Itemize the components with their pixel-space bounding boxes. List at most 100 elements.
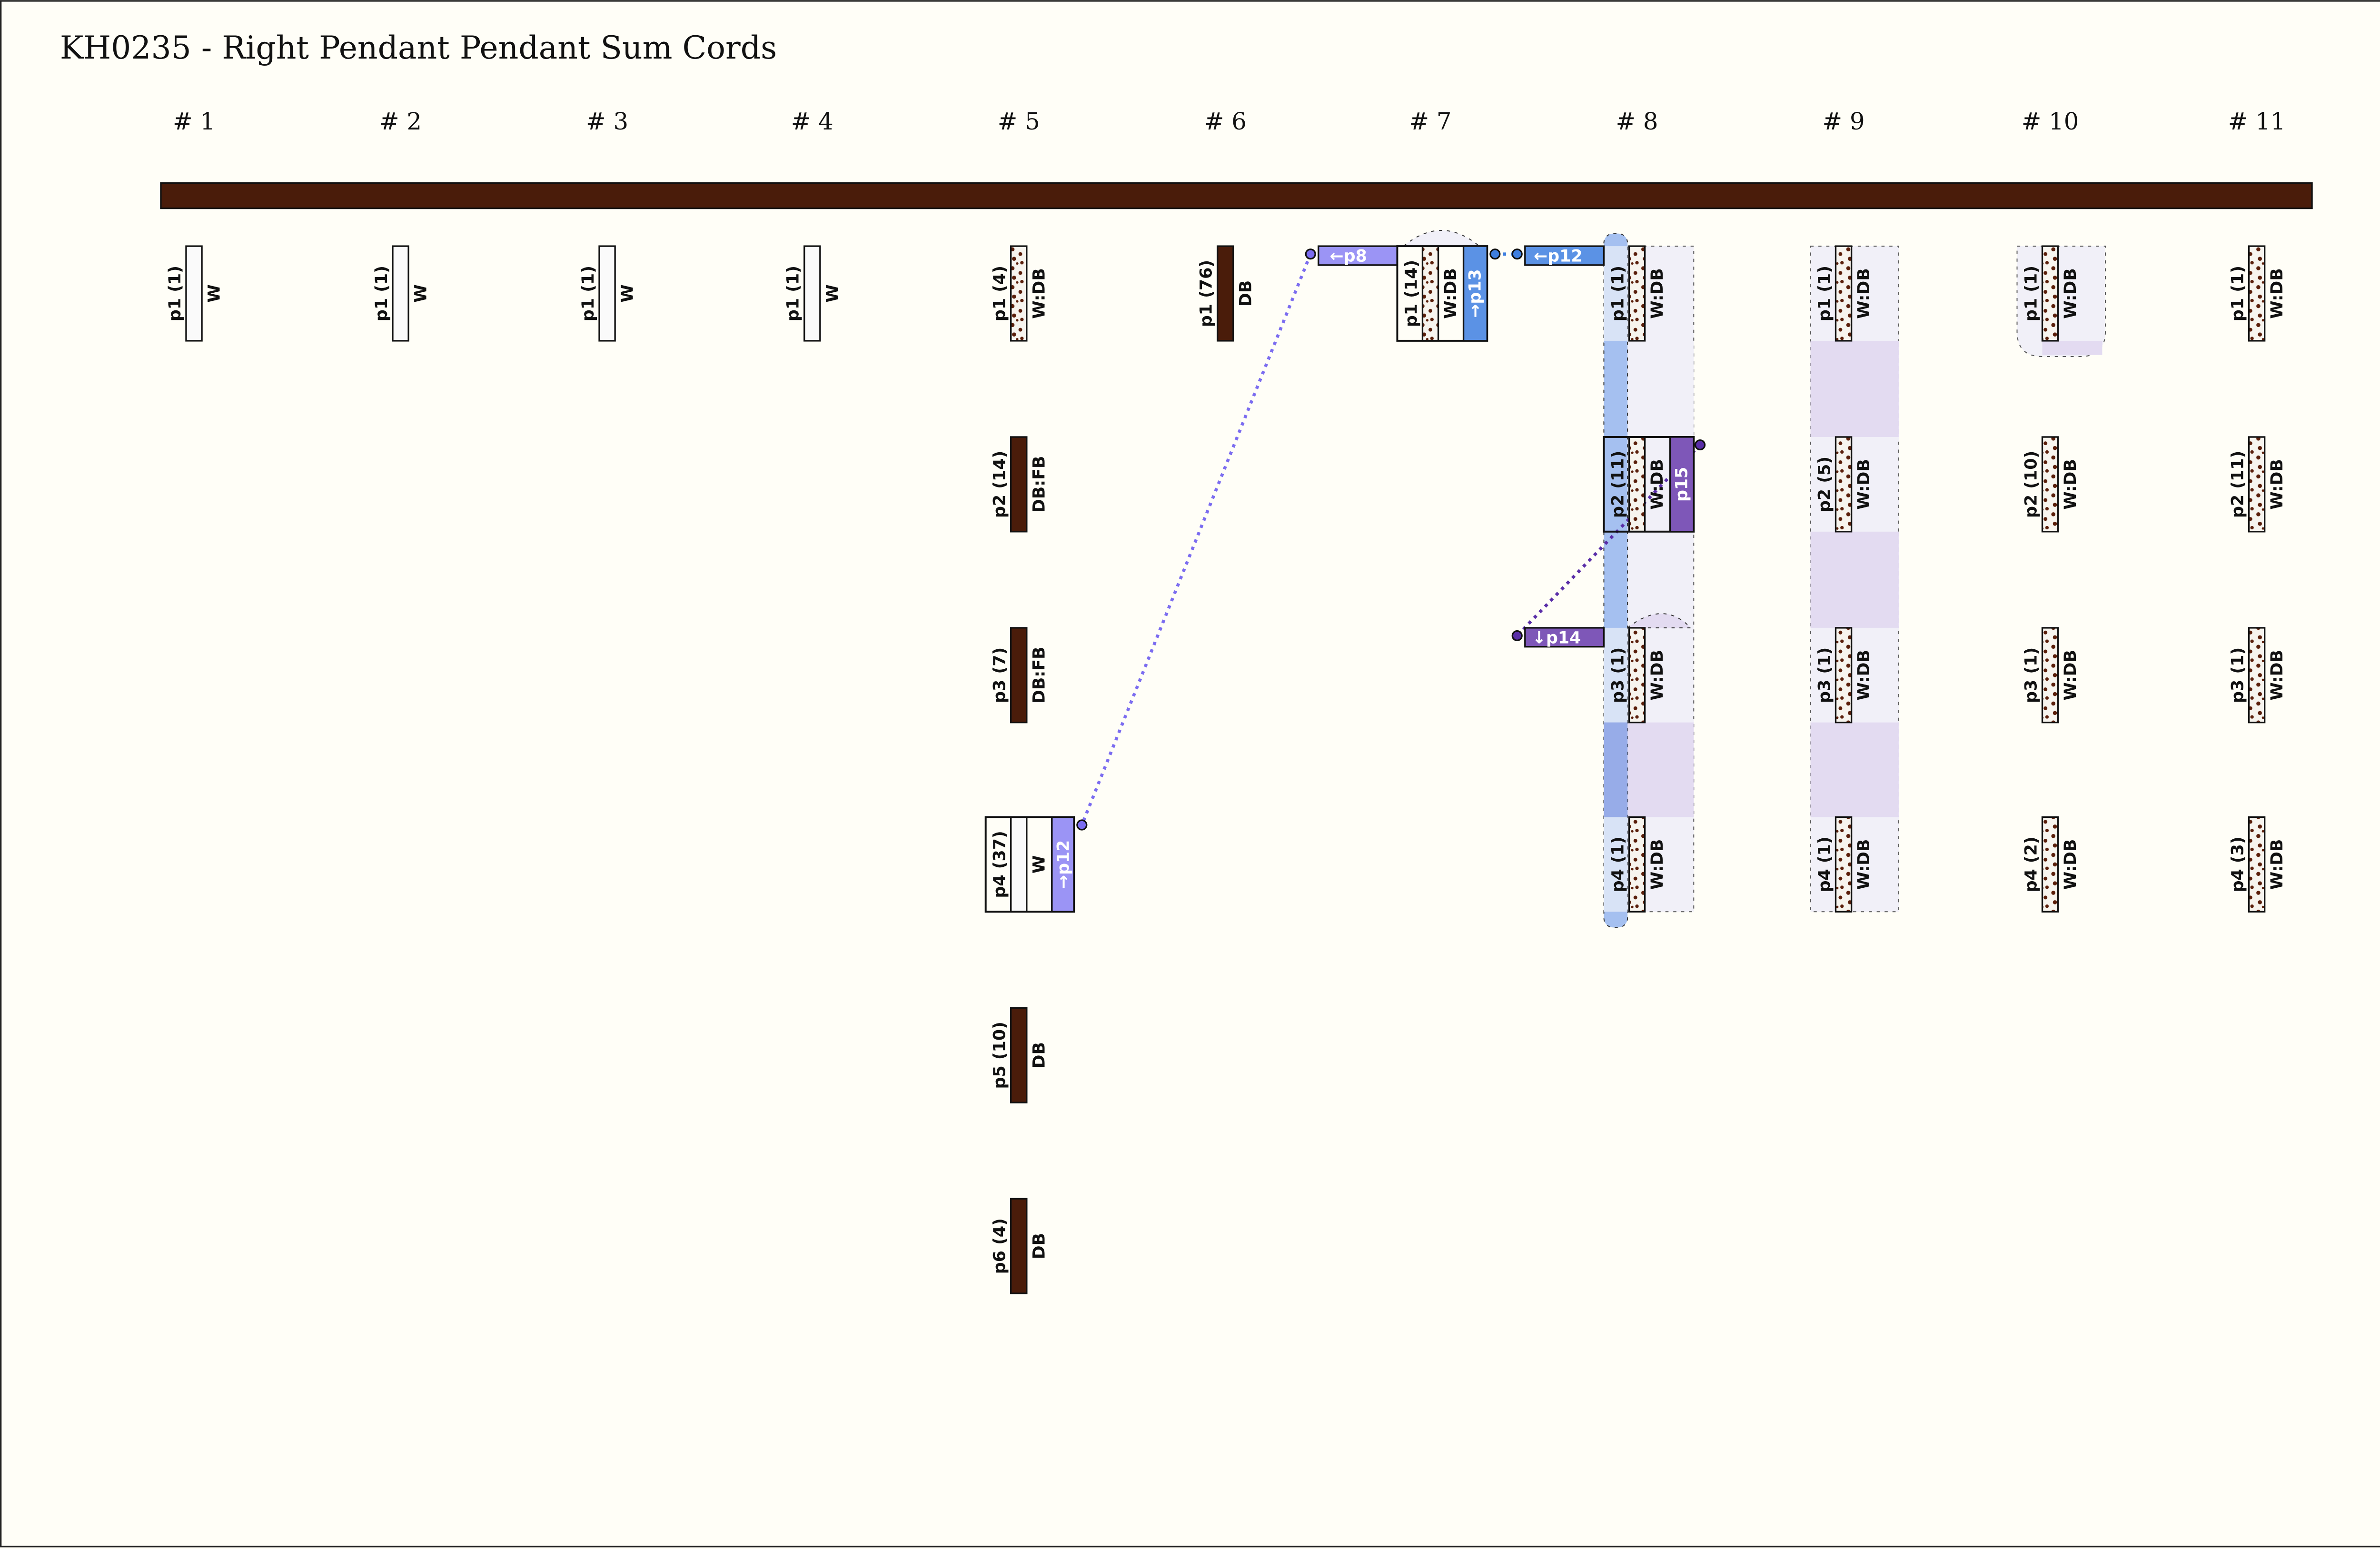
- pendant-cord[interactable]: p3 (1) W:DB: [2022, 627, 2080, 724]
- pendant-cord[interactable]: p3 (1) W:DB: [1815, 627, 1874, 724]
- cord-body[interactable]: [1835, 627, 1853, 724]
- group-gap-col8-a: [1627, 340, 1694, 437]
- pendant-cord[interactable]: p2 (11) W:DB: [1608, 436, 1667, 533]
- cord-body[interactable]: [803, 245, 821, 342]
- pendant-cord[interactable]: p4 (1) W:DB: [1815, 816, 1874, 913]
- tag-p8-bar[interactable]: [1318, 245, 1398, 266]
- pendant-cord[interactable]: p6 (4) DB: [991, 1198, 1049, 1294]
- cord-color-code: W:DB: [2268, 459, 2287, 510]
- tag-p14-bar[interactable]: [1524, 627, 1605, 648]
- link-dot[interactable]: [1511, 248, 1523, 260]
- cord-label: p1 (4): [991, 266, 1010, 321]
- pendant-cord[interactable]: p2 (14) DB:FB: [991, 436, 1049, 533]
- cord-label: p1 (1): [2228, 266, 2247, 321]
- pendant-cord[interactable]: p1 (1) W: [784, 245, 843, 342]
- cord-body[interactable]: [2248, 816, 2266, 913]
- cord-body[interactable]: [185, 245, 203, 342]
- pendant-cord[interactable]: p2 (5) W:DB: [1815, 436, 1874, 533]
- column-header: # 11: [2228, 108, 2286, 135]
- cord-label: p1 (1): [372, 266, 391, 321]
- cord-color-code: W:DB: [2268, 839, 2287, 890]
- pendant-cord[interactable]: p2 (11) W:DB: [2228, 436, 2287, 533]
- cord-body[interactable]: [1217, 245, 1234, 342]
- cord-body[interactable]: [2248, 436, 2266, 533]
- cord-color-code: DB: [1030, 1233, 1049, 1259]
- column-header: # 10: [2022, 108, 2079, 135]
- pendant-cord[interactable]: p1 (1) W:DB: [1815, 245, 1874, 342]
- cord-body[interactable]: [1628, 245, 1646, 342]
- cord-body[interactable]: [1628, 627, 1646, 724]
- cord-body[interactable]: [598, 245, 616, 342]
- column-header: # 4: [791, 108, 833, 135]
- link-dot[interactable]: [1076, 819, 1088, 831]
- pendant-cord[interactable]: p4 (1) W:DB: [1608, 816, 1667, 913]
- pendant-cord[interactable]: p3 (1) W:DB: [2228, 627, 2287, 724]
- pendant-cord[interactable]: p1 (1) W: [372, 245, 431, 342]
- cord-label: p2 (11): [2228, 451, 2247, 518]
- cord-color-code: W:DB: [1854, 839, 1874, 890]
- column-headers: # 1 # 2 # 3 # 4 # 5 # 6 # 7 # 8 # 9 # 10 # 11: [173, 108, 2285, 135]
- cord-body[interactable]: [1835, 245, 1853, 342]
- tag-p8-label: ←p8: [1330, 247, 1367, 266]
- tag-p12-cell[interactable]: [1051, 816, 1075, 913]
- cord-label: p1 (1): [1815, 266, 1834, 321]
- cord-label: p2 (10): [2022, 451, 2041, 518]
- pendant-cord[interactable]: p1 (76) DB: [1197, 245, 1256, 342]
- tag-p12-label: →p12: [1054, 840, 1073, 889]
- link-dot[interactable]: [1694, 439, 1706, 451]
- cord-body[interactable]: [1010, 245, 1028, 342]
- cord-body[interactable]: [1835, 436, 1853, 533]
- pendant-cord[interactable]: p5 (10) DB: [991, 1007, 1049, 1103]
- column-header: # 7: [1409, 108, 1451, 135]
- cord-body[interactable]: [392, 245, 409, 342]
- link-dot[interactable]: [1489, 248, 1501, 260]
- link-dot[interactable]: [1511, 630, 1523, 642]
- pendant-cord[interactable]: p3 (7) DB:FB: [991, 627, 1049, 724]
- cord-color-code: W:DB: [1648, 459, 1667, 510]
- pendant-cord[interactable]: p1 (14) W:DB: [1402, 245, 1460, 342]
- cord-body[interactable]: [2041, 245, 2059, 342]
- pendant-cord[interactable]: p1 (1) W: [579, 245, 637, 342]
- cord-body[interactable]: [1421, 245, 1439, 342]
- column-header: # 2: [379, 108, 422, 135]
- pendant-cord[interactable]: p4 (37) W: [991, 816, 1049, 913]
- pendant-cord[interactable]: p4 (2) W:DB: [2022, 816, 2080, 913]
- cord-body[interactable]: [1010, 1198, 1028, 1294]
- cord-body[interactable]: [1010, 627, 1028, 724]
- cord-body[interactable]: [1010, 436, 1028, 533]
- pendant-cord[interactable]: p1 (4) W:DB: [991, 245, 1049, 342]
- pendant-cord[interactable]: p1 (1) W:DB: [1608, 245, 1667, 342]
- pendant-cord[interactable]: p1 (1) W:DB: [2228, 245, 2287, 342]
- pendant-cord[interactable]: p1 (1) W: [166, 245, 224, 342]
- cord-label: p4 (1): [1608, 836, 1627, 892]
- tag-p12-bar[interactable]: [1524, 245, 1605, 266]
- cord-label: p4 (2): [2022, 836, 2041, 892]
- column-header: # 6: [1204, 108, 1247, 135]
- cord-body[interactable]: [1628, 816, 1646, 913]
- column-header: # 3: [586, 108, 628, 135]
- cord-body[interactable]: [2041, 436, 2059, 533]
- main-cord[interactable]: [160, 182, 2313, 209]
- pendant-cord[interactable]: p2 (10) W:DB: [2022, 436, 2080, 533]
- cord-body[interactable]: [1010, 1007, 1028, 1103]
- column-header: # 1: [173, 108, 215, 135]
- cord-body[interactable]: [2041, 816, 2059, 913]
- tag-p13-cell[interactable]: [1462, 245, 1488, 342]
- cord-body[interactable]: [1010, 816, 1028, 913]
- cord-body[interactable]: [1835, 816, 1853, 913]
- group-backgrounds: [1402, 229, 2106, 928]
- pendant-cord[interactable]: p1 (1) W:DB: [2022, 245, 2080, 342]
- cord-body[interactable]: [2248, 245, 2266, 342]
- page-title: KH0235 - Right Pendant Pendant Sum Cords: [60, 29, 777, 66]
- cord-body[interactable]: [1628, 436, 1646, 533]
- cord-color-code: W:DB: [2061, 839, 2080, 890]
- cord-body[interactable]: [2041, 627, 2059, 724]
- pendant-cord[interactable]: p3 (1) W:DB: [1608, 627, 1667, 724]
- group-bg-col8-p3: [1626, 613, 1692, 628]
- pendant-cord[interactable]: p4 (3) W:DB: [2228, 816, 2287, 913]
- cord-body[interactable]: [2248, 627, 2266, 724]
- tag-p15-cell[interactable]: [1669, 436, 1695, 533]
- link-dot[interactable]: [1305, 248, 1316, 260]
